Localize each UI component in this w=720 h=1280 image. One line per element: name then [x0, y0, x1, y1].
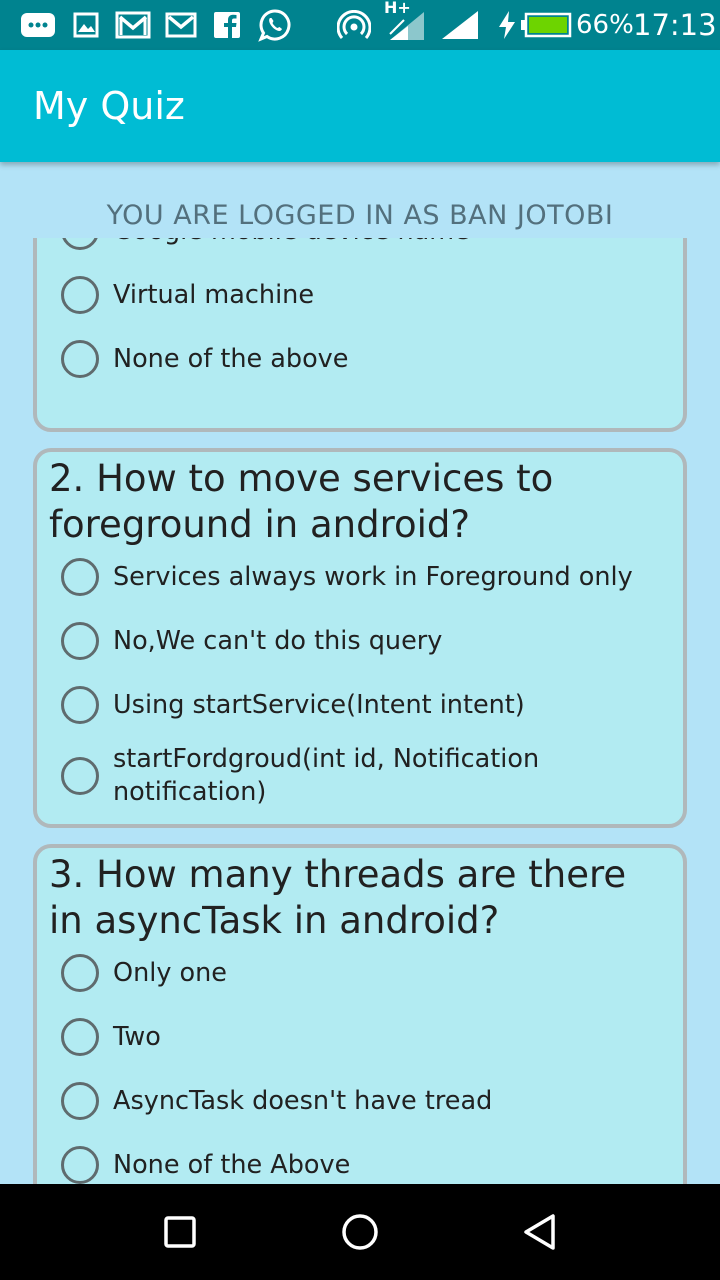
app-bar: My Quiz — [0, 50, 720, 162]
whatsapp-icon — [258, 9, 292, 42]
option-label: Only one — [113, 957, 227, 988]
answer-option[interactable]: Services always work in Foreground only — [61, 558, 661, 596]
answer-option[interactable]: Two — [61, 1018, 661, 1056]
quiz-content: YOU ARE LOGGED IN AS BAN JOTOBI Google m… — [0, 162, 720, 1184]
battery-icon — [520, 10, 572, 40]
radio-button[interactable] — [61, 1146, 99, 1184]
answer-option[interactable]: Virtual machine — [61, 276, 661, 314]
gmail-icon — [114, 10, 152, 40]
option-label: Using startService(Intent intent) — [113, 689, 525, 720]
radio-button[interactable] — [61, 757, 99, 795]
answer-option[interactable]: No,We can't do this query — [61, 622, 661, 660]
navigation-bar — [0, 1184, 720, 1280]
option-label: Google mobile device name — [113, 238, 470, 248]
option-label: AsyncTask doesn't have tread — [113, 1085, 493, 1116]
radio-button[interactable] — [61, 340, 99, 378]
option-label: startFordgroud(int id, Notification noti… — [113, 744, 540, 807]
radio-button[interactable] — [61, 954, 99, 992]
battery-percent: 66% — [576, 10, 634, 40]
radio-button[interactable] — [61, 1018, 99, 1056]
answer-option[interactable]: Using startService(Intent intent) — [61, 686, 661, 724]
radio-button[interactable] — [61, 238, 99, 250]
radio-button[interactable] — [61, 1082, 99, 1120]
hotspot-icon — [336, 10, 372, 40]
answer-option[interactable]: AsyncTask doesn't have tread — [61, 1082, 661, 1120]
facebook-icon — [212, 10, 242, 40]
question-list[interactable]: Google mobile device name Virtual machin… — [0, 238, 720, 1184]
signal-icon — [440, 10, 480, 40]
option-label: Virtual machine — [113, 279, 315, 310]
question-card: 2. How to move services to foreground in… — [33, 448, 687, 828]
radio-button[interactable] — [61, 686, 99, 724]
status-bar: H+ 66% 17:13 — [0, 0, 720, 50]
answer-option[interactable]: startFordgroud(int id, Notification noti… — [61, 743, 621, 809]
answer-option[interactable]: None of the above — [61, 340, 661, 378]
question-card: Google mobile device name Virtual machin… — [33, 238, 687, 432]
option-label: None of the Above — [113, 1149, 351, 1180]
clock: 17:13 — [633, 8, 717, 42]
more-icon — [20, 10, 56, 40]
charging-icon — [496, 10, 518, 40]
signal-icon — [384, 10, 428, 40]
option-label: None of the above — [113, 343, 349, 374]
question-text: 2. How to move services to foreground in… — [49, 457, 554, 546]
answer-option[interactable]: None of the Above — [61, 1146, 661, 1184]
radio-button[interactable] — [61, 276, 99, 314]
option-label: Services always work in Foreground only — [113, 561, 633, 592]
question-text: 3. How many threads are there in asyncTa… — [49, 853, 627, 942]
answer-option[interactable]: Only one — [61, 954, 661, 992]
recents-icon[interactable] — [160, 1212, 200, 1252]
radio-button[interactable] — [61, 558, 99, 596]
home-icon[interactable] — [340, 1212, 380, 1252]
radio-button[interactable] — [61, 622, 99, 660]
login-banner: YOU ARE LOGGED IN AS BAN JOTOBI — [106, 200, 614, 231]
answer-option[interactable]: Google mobile device name — [61, 238, 661, 250]
app-title: My Quiz — [33, 84, 185, 128]
back-icon[interactable] — [520, 1212, 560, 1252]
gmail-icon — [164, 10, 198, 40]
network-type-label: H+ — [384, 0, 411, 17]
gallery-icon — [72, 10, 100, 40]
question-card: 3. How many threads are there in asyncTa… — [33, 844, 687, 1184]
option-label: No,We can't do this query — [113, 625, 443, 656]
option-label: Two — [113, 1021, 161, 1052]
